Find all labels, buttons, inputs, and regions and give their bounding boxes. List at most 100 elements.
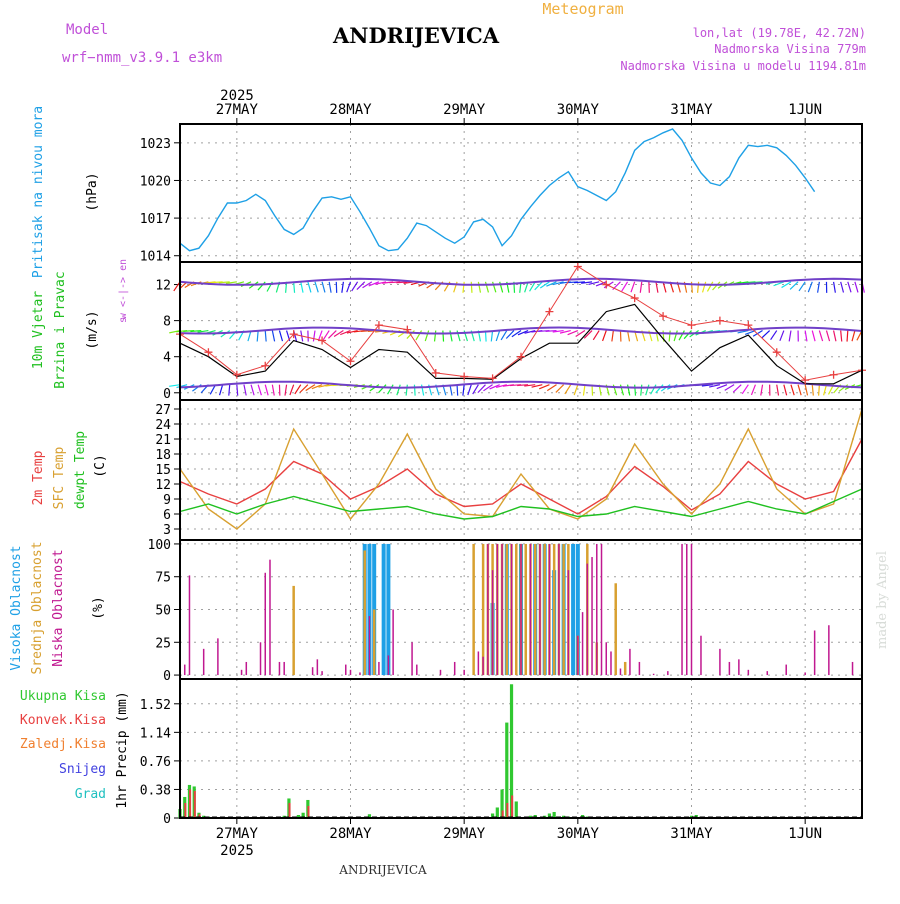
cloud-bar-2-18: [378, 662, 380, 675]
wind-barb-2-1185: [733, 385, 741, 393]
cloud-bar-0-12: [571, 544, 575, 675]
cloud-bar-2-14: [345, 665, 347, 675]
station-title: ANDRIJEVICA: [332, 23, 500, 48]
wind-barb-0-1095: [698, 282, 699, 293]
bottom-year-label: 2025: [220, 843, 254, 859]
wind-barb-1-1275: [780, 331, 784, 341]
legend-total-rain: Ukupna Kisa: [20, 689, 106, 704]
wind-barb-2-1290: [791, 385, 794, 396]
cloud-bar-2-52: [681, 544, 683, 675]
wind-tick-label-1: 4: [163, 351, 171, 366]
cloud-bar-2-8: [269, 560, 271, 675]
precip-bar-1-0: [184, 803, 186, 818]
cloud-bar-1-4: [482, 544, 485, 675]
wind-barb-1-330: [328, 331, 336, 339]
cloud-bar-2-58: [738, 659, 740, 675]
elevation-label: Nadmorska Visina 779m: [714, 42, 866, 56]
cloud-bar-2-62: [804, 672, 806, 675]
wind-barb-2-135: [244, 385, 246, 396]
wind-barb-0-255: [301, 282, 303, 293]
cloud-bar-2-28: [487, 544, 489, 675]
wind-barb-2-195: [272, 385, 274, 396]
wind-barb-2-600: [463, 385, 464, 396]
wind-unit: (m/s): [85, 310, 100, 349]
wind-barb-1-210: [279, 331, 282, 342]
footer-station: ANDRIJEVICA: [338, 863, 427, 877]
wind-barb-2-480: [406, 385, 407, 396]
wind-barb-1-1380: [834, 331, 836, 342]
cloud-bar-2-44: [601, 544, 603, 675]
wind-barb-0-1380: [834, 282, 836, 293]
cloud-bar-2-11: [312, 667, 314, 675]
wind-gust-marker-10: [460, 373, 468, 381]
wind-gust-marker-17: [659, 312, 667, 320]
wind-barb-1-1080: [684, 331, 691, 339]
temp-tick-label-3: 12: [155, 478, 171, 493]
wind-barb-1-285: [313, 331, 315, 342]
cloud-bar-2-38: [568, 570, 570, 675]
wind-barb-0-375: [352, 282, 358, 291]
cloud-bar-2-65: [852, 662, 854, 675]
precip-bar-0-15: [496, 807, 499, 818]
cloud-bar-2-33: [520, 544, 522, 675]
wind-ylabel-1: 10m Vjetar: [31, 291, 46, 369]
wind-barb-2-435: [378, 385, 386, 393]
temp-tick-label-4: 15: [155, 463, 171, 478]
mid-cloud-ylabel: Srednja Oblacnost: [30, 541, 45, 674]
cloud-bar-2-32: [511, 544, 513, 675]
wind-barb-2-645: [478, 385, 486, 393]
precip-bar-1-7: [506, 803, 508, 818]
wind-barb-2-165: [258, 385, 261, 396]
wind-barb-1-1050: [674, 331, 677, 342]
cloud-bar-2-21: [411, 642, 413, 675]
model-label: Model: [66, 22, 108, 38]
cloud-bar-2-64: [828, 625, 830, 675]
wind-barb-0-1005: [656, 282, 658, 293]
wind-barb-1-1290: [789, 331, 791, 342]
wind-barb-2-1215: [751, 385, 755, 395]
temp-line-0: [180, 439, 862, 514]
wind-barb-1-195: [272, 331, 274, 342]
wind-tick-label-2: 8: [163, 315, 171, 330]
cloud-bar-2-54: [691, 544, 693, 675]
cloud-bar-2-7: [265, 573, 267, 675]
wind-barb-2-945: [628, 385, 630, 396]
wind-gust-marker-11: [489, 374, 497, 382]
wind-barb-0-180: [258, 282, 265, 290]
precip-tick-label-4: 1.52: [140, 698, 171, 713]
wind-barb-0-1350: [818, 282, 820, 293]
cloud-bar-2-5: [246, 662, 248, 675]
wind-barb-0-645: [485, 282, 488, 293]
cloud-bar-1-21: [562, 544, 565, 675]
wind-barb-2-1335: [812, 385, 813, 396]
wind-barb-1-915: [612, 331, 613, 342]
cloud-bar-2-63: [814, 630, 816, 675]
wind-direction-legend: w <-|-> e: [118, 265, 129, 319]
wind-barb-1-1245: [762, 331, 770, 339]
bottom-day-label-3: 30MAY: [557, 826, 600, 842]
cloud-bar-1-2: [373, 610, 376, 676]
wind-barb-0-285: [315, 282, 318, 293]
precip-bar-1-5: [307, 806, 309, 818]
cloud-bar-2-2: [203, 649, 205, 675]
cloud-bar-2-41: [587, 564, 589, 675]
wind-gust-marker-23: [830, 371, 838, 379]
cloud-bar-2-60: [767, 671, 769, 675]
legend-snow: Snijeg: [59, 762, 106, 777]
cloud-bar-1-9: [506, 544, 509, 675]
cloud-bar-2-26: [478, 651, 480, 675]
cloud-bar-2-30: [497, 544, 499, 675]
wind-barb-0-240: [294, 282, 295, 293]
cloud-bar-2-6: [260, 642, 262, 675]
wind-barb-0-960: [631, 282, 635, 292]
wind-barb-0-945: [622, 282, 628, 291]
wind-barb-2-810: [556, 385, 564, 393]
temp-unit: (C): [93, 454, 108, 477]
bottom-day-label-4: 31MAY: [670, 826, 713, 842]
wind-barb-0-765: [535, 282, 543, 290]
wind-gust-marker-14: [574, 263, 582, 271]
